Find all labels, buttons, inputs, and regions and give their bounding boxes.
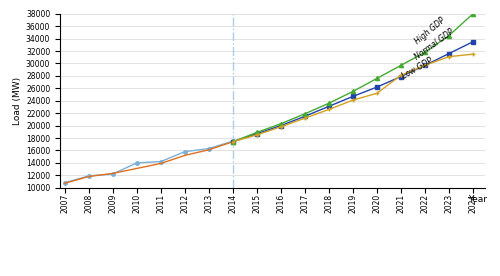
Text: Year: Year: [468, 195, 487, 204]
Actual Peaks: [134, 161, 140, 164]
Peak using Model High: [254, 131, 260, 134]
Peak using Model Normal: [470, 40, 476, 43]
Peak using Model: [182, 154, 188, 157]
Text: Normal GDP: Normal GDP: [413, 27, 456, 62]
Peak using Model: [158, 162, 164, 165]
Forcased Peak Low: [254, 133, 260, 137]
Peak using Model: [206, 148, 212, 152]
Peak using Model Normal: [446, 52, 452, 55]
Line: Peak using Model Normal: Peak using Model Normal: [231, 40, 474, 144]
Actual Peaks: [110, 172, 116, 176]
Forcased Peak Low: [470, 52, 476, 56]
Actual Peaks: [86, 174, 92, 177]
Peak using Model Normal: [326, 105, 332, 108]
Forcased Peak Low: [350, 99, 356, 102]
Forcased Peak Low: [422, 64, 428, 67]
Actual Peaks: [158, 160, 164, 163]
Peak using Model Normal: [230, 140, 236, 144]
Peak using Model Normal: [350, 95, 356, 98]
Peak using Model Normal: [254, 132, 260, 135]
Text: Low GDP: Low GDP: [401, 56, 435, 81]
Peak using Model Normal: [278, 124, 284, 127]
Actual Peaks: [206, 147, 212, 150]
Forcased Peak Low: [446, 55, 452, 58]
Peak using Model Normal: [374, 86, 380, 89]
Text: High GDP: High GDP: [413, 15, 446, 46]
Forcased Peak Low: [326, 108, 332, 111]
Peak using Model: [86, 175, 92, 178]
Line: Actual Peaks: Actual Peaks: [63, 139, 234, 184]
Line: Peak using Model High: Peak using Model High: [231, 12, 475, 144]
Peak using Model High: [374, 77, 380, 80]
Peak using Model: [230, 140, 236, 144]
Peak using Model Normal: [422, 64, 428, 67]
Y-axis label: Load (MW): Load (MW): [12, 77, 22, 125]
Peak using Model High: [278, 122, 284, 125]
Peak using Model High: [230, 140, 236, 144]
Forcased Peak Low: [302, 116, 308, 120]
Forcased Peak Low: [230, 140, 236, 144]
Actual Peaks: [182, 150, 188, 153]
Peak using Model Normal: [398, 75, 404, 78]
Forcased Peak Low: [398, 74, 404, 77]
Peak using Model Normal: [302, 115, 308, 118]
Forcased Peak Low: [278, 125, 284, 129]
Forcased Peak Low: [374, 92, 380, 95]
Peak using Model High: [422, 51, 428, 54]
Peak using Model High: [302, 112, 308, 115]
Actual Peaks: [62, 181, 68, 184]
Peak using Model High: [446, 34, 452, 37]
Peak using Model High: [350, 90, 356, 93]
Actual Peaks: [230, 139, 236, 143]
Peak using Model: [134, 167, 140, 170]
Peak using Model High: [326, 102, 332, 105]
Peak using Model: [62, 182, 68, 185]
Peak using Model High: [398, 64, 404, 67]
Peak using Model: [110, 172, 116, 175]
Line: Peak using Model: Peak using Model: [65, 142, 233, 183]
Line: Forcased Peak Low: Forcased Peak Low: [230, 52, 476, 144]
Peak using Model High: [470, 12, 476, 15]
